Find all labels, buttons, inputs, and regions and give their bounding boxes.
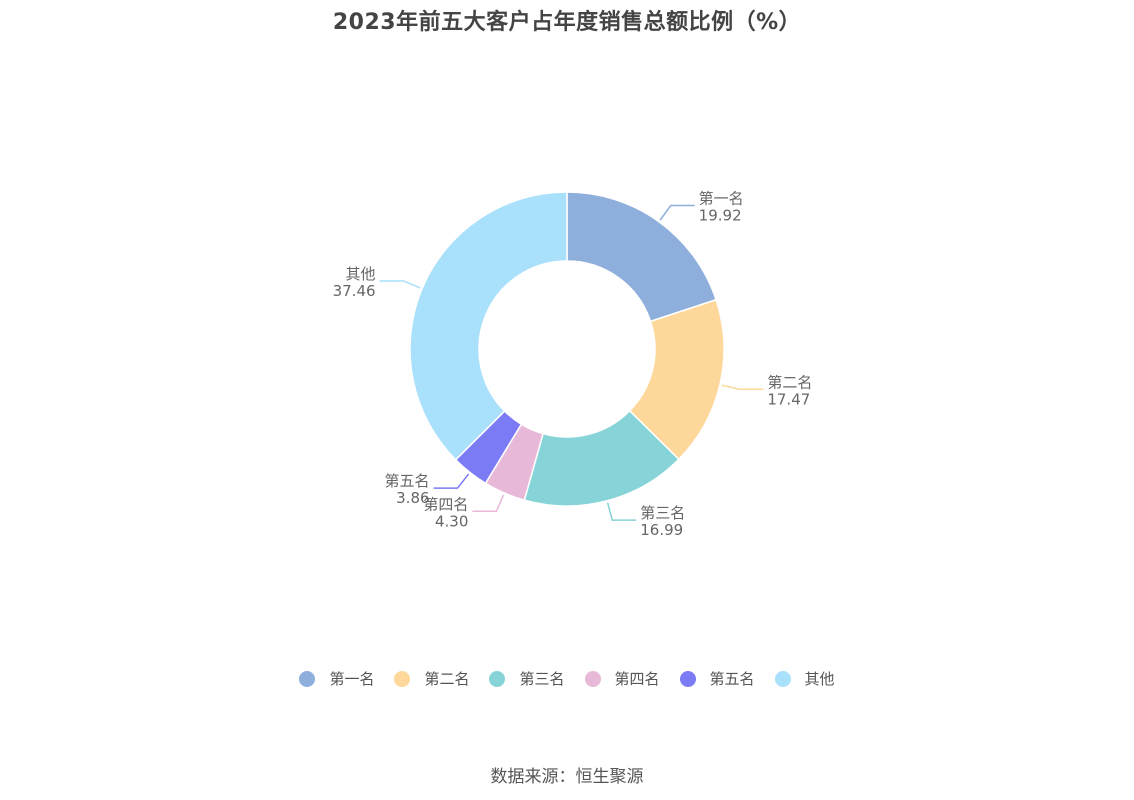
leader-line-6 xyxy=(379,280,421,289)
legend-label: 第一名 xyxy=(329,670,375,688)
slice-label-name-3: 第三名 xyxy=(640,504,685,522)
leader-line-1 xyxy=(659,204,695,221)
slice-label-name-4: 第四名 xyxy=(423,495,468,513)
slice-1 xyxy=(566,191,718,323)
legend-label: 第三名 xyxy=(519,670,565,688)
legend-dot-icon xyxy=(489,670,506,687)
slice-label-value-2: 17.47 xyxy=(767,390,810,408)
legend-dot-icon xyxy=(584,670,601,687)
slice-label-value-6: 37.46 xyxy=(333,282,376,300)
legend-item-5[interactable]: 第五名 xyxy=(679,668,755,689)
slice-label-name-6: 其他 xyxy=(346,265,376,283)
slice-label-value-1: 19.92 xyxy=(699,207,742,225)
chart-title: 2023年前五大客户占年度销售总额比例（%） xyxy=(332,10,802,35)
slice-label-name-5: 第五名 xyxy=(385,472,430,490)
slice-label-value-4: 4.30 xyxy=(435,512,468,530)
legend-item-4[interactable]: 第四名 xyxy=(584,668,660,689)
slice-label-value-3: 16.99 xyxy=(640,521,683,539)
legend-item-1[interactable]: 第一名 xyxy=(299,668,374,689)
legend-dot-icon xyxy=(394,670,411,687)
legend-item-2[interactable]: 第二名 xyxy=(394,668,469,689)
legend-dot-icon xyxy=(299,670,316,687)
slice-label-name-2: 第二名 xyxy=(767,373,812,391)
leader-line-5 xyxy=(433,473,470,489)
legend-item-3[interactable]: 第三名 xyxy=(489,668,565,689)
slice-label-value-5: 3.86 xyxy=(396,489,429,507)
legend-label: 第四名 xyxy=(614,670,660,688)
leader-line-3 xyxy=(606,502,637,521)
data-source: 数据来源：恒生聚源 xyxy=(490,767,644,787)
legend-dot-icon xyxy=(774,670,791,687)
slice-label-name-1: 第一名 xyxy=(699,190,744,208)
leader-line-2 xyxy=(721,384,764,391)
slice-6 xyxy=(409,191,568,461)
legend-label: 其他 xyxy=(804,670,835,688)
legend-label: 第五名 xyxy=(709,670,755,688)
legend: 第一名 第二名 第三名 第四名 第五名 其他 xyxy=(0,668,1134,689)
legend-item-6[interactable]: 其他 xyxy=(774,668,835,689)
legend-label: 第二名 xyxy=(424,670,470,688)
legend-dot-icon xyxy=(679,670,696,687)
leader-line-4 xyxy=(472,494,505,513)
